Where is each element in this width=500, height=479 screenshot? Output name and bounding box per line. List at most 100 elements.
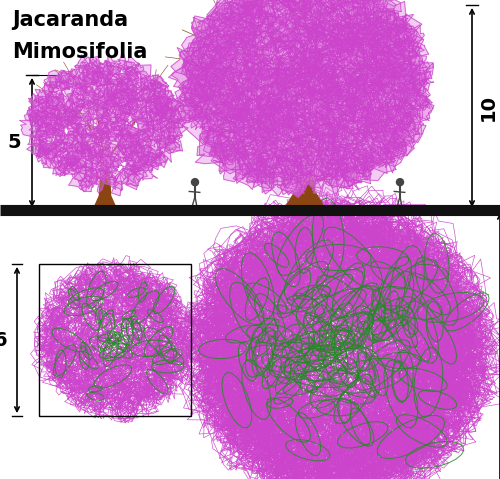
Polygon shape — [300, 152, 330, 178]
Polygon shape — [190, 67, 216, 92]
Polygon shape — [262, 150, 268, 162]
Polygon shape — [408, 88, 420, 96]
Polygon shape — [312, 103, 340, 127]
Polygon shape — [310, 90, 330, 119]
Polygon shape — [192, 81, 206, 97]
Polygon shape — [30, 110, 48, 127]
Polygon shape — [66, 156, 74, 170]
Polygon shape — [74, 100, 84, 112]
Polygon shape — [84, 116, 91, 121]
Polygon shape — [49, 79, 68, 97]
Polygon shape — [378, 74, 392, 89]
Polygon shape — [46, 149, 56, 159]
Polygon shape — [356, 61, 378, 83]
Polygon shape — [291, 102, 312, 126]
Polygon shape — [239, 3, 264, 31]
Polygon shape — [390, 57, 399, 74]
Polygon shape — [51, 92, 71, 114]
Polygon shape — [352, 74, 376, 97]
Polygon shape — [250, 158, 272, 178]
Polygon shape — [81, 86, 88, 91]
Polygon shape — [400, 72, 426, 94]
Polygon shape — [382, 99, 406, 125]
Polygon shape — [312, 60, 330, 85]
Polygon shape — [322, 94, 344, 123]
Polygon shape — [36, 145, 42, 150]
Polygon shape — [60, 133, 66, 141]
Polygon shape — [58, 151, 66, 156]
Polygon shape — [296, 154, 326, 179]
Polygon shape — [248, 105, 268, 124]
Polygon shape — [252, 164, 272, 189]
Polygon shape — [230, 6, 255, 39]
Polygon shape — [312, 52, 324, 61]
Polygon shape — [366, 28, 380, 41]
Polygon shape — [277, 46, 290, 53]
Polygon shape — [320, 161, 350, 180]
Polygon shape — [242, 74, 258, 95]
Polygon shape — [106, 155, 122, 172]
Polygon shape — [82, 95, 94, 106]
Polygon shape — [324, 0, 347, 3]
Polygon shape — [248, 95, 270, 109]
Polygon shape — [287, 125, 306, 146]
Polygon shape — [191, 50, 202, 57]
Polygon shape — [276, 24, 298, 44]
Polygon shape — [268, 69, 296, 94]
Polygon shape — [84, 148, 92, 171]
Polygon shape — [386, 27, 397, 36]
Polygon shape — [350, 37, 374, 68]
Polygon shape — [310, 72, 343, 105]
Polygon shape — [281, 154, 304, 178]
Polygon shape — [297, 167, 312, 175]
Polygon shape — [155, 124, 172, 146]
Polygon shape — [380, 124, 406, 150]
Polygon shape — [176, 106, 206, 120]
Polygon shape — [262, 169, 274, 193]
Polygon shape — [294, 0, 324, 4]
Polygon shape — [79, 68, 96, 85]
Polygon shape — [116, 91, 138, 106]
Polygon shape — [297, 23, 310, 37]
Polygon shape — [96, 82, 113, 99]
Polygon shape — [184, 89, 198, 100]
Polygon shape — [183, 55, 204, 84]
Polygon shape — [366, 108, 378, 118]
Polygon shape — [156, 108, 164, 114]
Polygon shape — [35, 115, 56, 133]
Polygon shape — [229, 84, 239, 102]
Polygon shape — [364, 121, 388, 139]
Polygon shape — [346, 98, 363, 106]
Polygon shape — [403, 62, 416, 84]
Polygon shape — [224, 104, 244, 128]
Polygon shape — [409, 35, 424, 48]
Polygon shape — [376, 83, 398, 99]
Polygon shape — [332, 47, 353, 56]
Polygon shape — [212, 74, 223, 87]
Polygon shape — [263, 123, 274, 132]
Polygon shape — [307, 0, 334, 4]
Polygon shape — [55, 139, 71, 151]
Polygon shape — [276, 0, 294, 11]
Polygon shape — [105, 72, 122, 86]
Polygon shape — [212, 18, 236, 45]
Polygon shape — [96, 107, 108, 120]
Polygon shape — [289, 0, 308, 10]
Polygon shape — [238, 0, 256, 4]
Polygon shape — [324, 123, 338, 142]
Polygon shape — [210, 147, 228, 160]
Polygon shape — [352, 149, 367, 161]
Polygon shape — [71, 125, 80, 132]
Polygon shape — [354, 40, 364, 46]
Polygon shape — [288, 47, 309, 69]
Polygon shape — [338, 0, 355, 1]
Polygon shape — [112, 171, 120, 181]
Polygon shape — [188, 64, 208, 88]
Polygon shape — [364, 23, 386, 36]
Polygon shape — [198, 46, 221, 66]
Polygon shape — [267, 4, 276, 15]
Polygon shape — [214, 9, 231, 33]
Polygon shape — [190, 93, 216, 114]
Polygon shape — [240, 5, 259, 26]
Polygon shape — [297, 103, 306, 116]
